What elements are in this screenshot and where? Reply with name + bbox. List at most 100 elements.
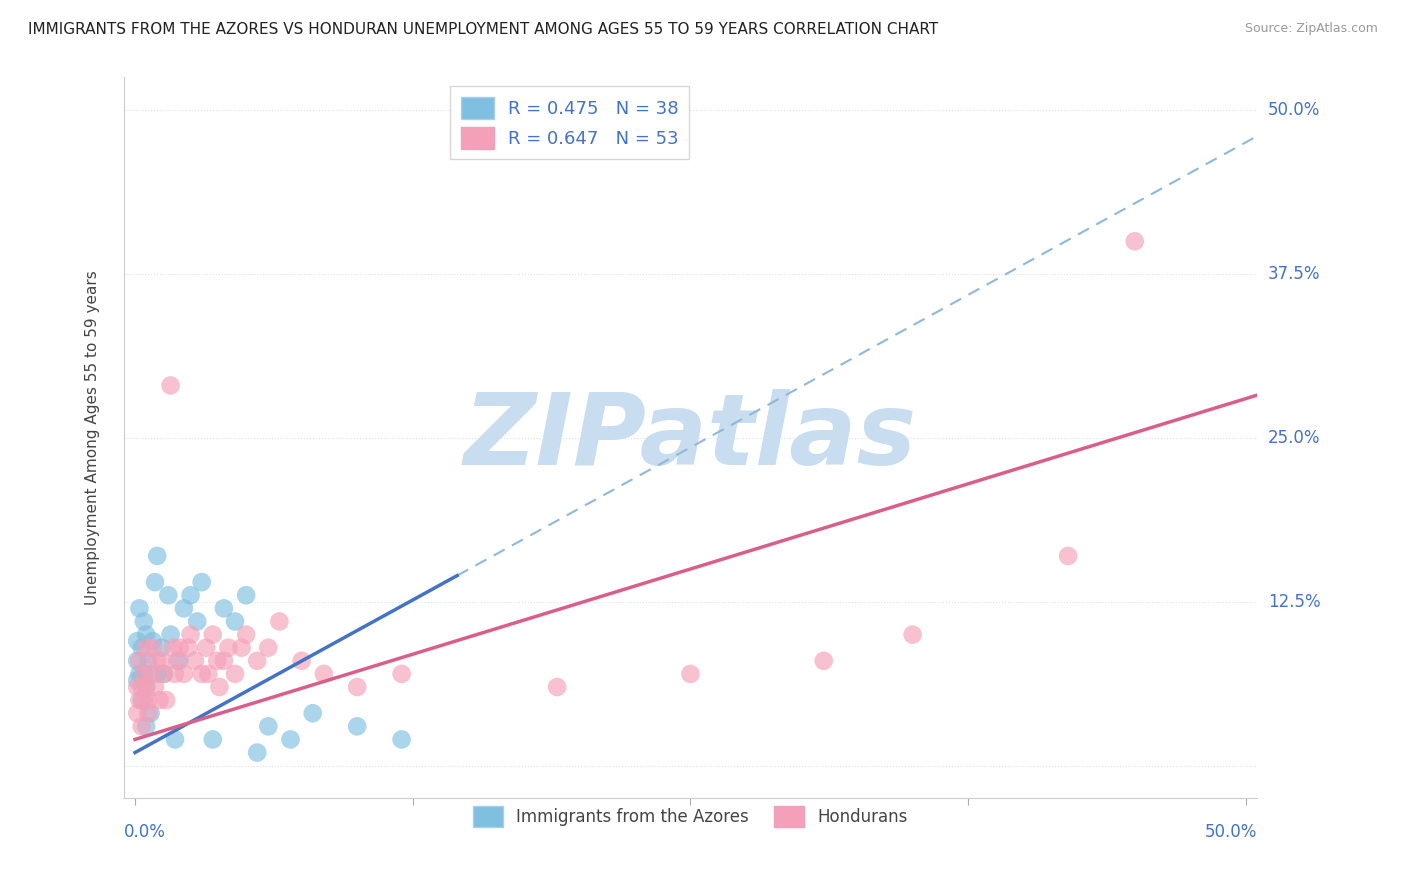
Point: [138, 706, 160, 721]
Point: [127, 680, 149, 694]
Point: [155, 693, 177, 707]
Point: [1057, 549, 1080, 563]
Point: [128, 601, 150, 615]
Point: [128, 693, 150, 707]
Text: 0.0%: 0.0%: [124, 823, 166, 841]
Point: [201, 732, 224, 747]
Point: [813, 654, 835, 668]
Point: [153, 666, 176, 681]
Text: 50.0%: 50.0%: [1268, 101, 1320, 120]
Point: [142, 634, 165, 648]
Point: [901, 627, 924, 641]
Point: [146, 549, 169, 563]
Point: [224, 615, 246, 629]
Point: [146, 666, 169, 681]
Point: [212, 654, 235, 668]
Point: [291, 654, 314, 668]
Point: [132, 666, 155, 681]
Point: [180, 588, 202, 602]
Text: IMMIGRANTS FROM THE AZORES VS HONDURAN UNEMPLOYMENT AMONG AGES 55 TO 59 YEARS CO: IMMIGRANTS FROM THE AZORES VS HONDURAN U…: [28, 22, 938, 37]
Point: [173, 601, 195, 615]
Point: [201, 627, 224, 641]
Point: [131, 719, 153, 733]
Point: [139, 706, 162, 721]
Point: [163, 732, 186, 747]
Point: [184, 654, 207, 668]
Point: [135, 719, 157, 733]
Point: [127, 634, 149, 648]
Point: [235, 588, 257, 602]
Point: [217, 640, 239, 655]
Point: [127, 706, 149, 721]
Point: [127, 673, 149, 688]
Point: [195, 640, 218, 655]
Point: [150, 640, 173, 655]
Point: [173, 666, 195, 681]
Point: [246, 654, 269, 668]
Point: [138, 654, 160, 668]
Point: [391, 732, 413, 747]
Point: [546, 680, 568, 694]
Point: [169, 654, 191, 668]
Point: [391, 666, 413, 681]
Point: [224, 666, 246, 681]
Point: [153, 666, 176, 681]
Point: [169, 640, 191, 655]
Point: [177, 640, 200, 655]
Point: [212, 601, 235, 615]
Point: [1123, 235, 1146, 249]
Legend: Immigrants from the Azores, Hondurans: Immigrants from the Azores, Hondurans: [467, 800, 914, 833]
Point: [138, 693, 160, 707]
Text: 12.5%: 12.5%: [1268, 593, 1320, 611]
Point: [146, 654, 169, 668]
Point: [159, 627, 181, 641]
Text: 37.5%: 37.5%: [1268, 265, 1320, 283]
Point: [135, 640, 157, 655]
Point: [231, 640, 253, 655]
Point: [127, 654, 149, 668]
Point: [135, 627, 157, 641]
Y-axis label: Unemployment Among Ages 55 to 59 years: Unemployment Among Ages 55 to 59 years: [86, 270, 100, 606]
Point: [132, 666, 155, 681]
Point: [143, 575, 166, 590]
Point: [143, 680, 166, 694]
Point: [135, 680, 157, 694]
Point: [180, 627, 202, 641]
Point: [208, 680, 231, 694]
Point: [312, 666, 335, 681]
Point: [139, 666, 162, 681]
Point: [190, 666, 212, 681]
Point: [280, 732, 302, 747]
Point: [205, 654, 228, 668]
Point: [159, 378, 181, 392]
Point: [131, 640, 153, 655]
Point: [166, 654, 188, 668]
Point: [257, 719, 280, 733]
Text: ZIPatlas: ZIPatlas: [464, 390, 917, 486]
Point: [128, 666, 150, 681]
Point: [142, 640, 165, 655]
Point: [190, 575, 212, 590]
Point: [301, 706, 323, 721]
Text: 25.0%: 25.0%: [1268, 429, 1320, 447]
Text: 50.0%: 50.0%: [1205, 823, 1257, 841]
Point: [131, 693, 153, 707]
Point: [157, 588, 180, 602]
Text: Source: ZipAtlas.com: Source: ZipAtlas.com: [1244, 22, 1378, 36]
Point: [150, 654, 173, 668]
Point: [132, 615, 155, 629]
Point: [257, 640, 280, 655]
Point: [163, 666, 186, 681]
Point: [197, 666, 219, 681]
Point: [235, 627, 257, 641]
Point: [162, 640, 184, 655]
Point: [346, 680, 368, 694]
Point: [269, 615, 291, 629]
Point: [128, 654, 150, 668]
Point: [346, 719, 368, 733]
Point: [679, 666, 702, 681]
Point: [135, 680, 157, 694]
Point: [148, 693, 170, 707]
Point: [186, 615, 208, 629]
Point: [246, 746, 269, 760]
